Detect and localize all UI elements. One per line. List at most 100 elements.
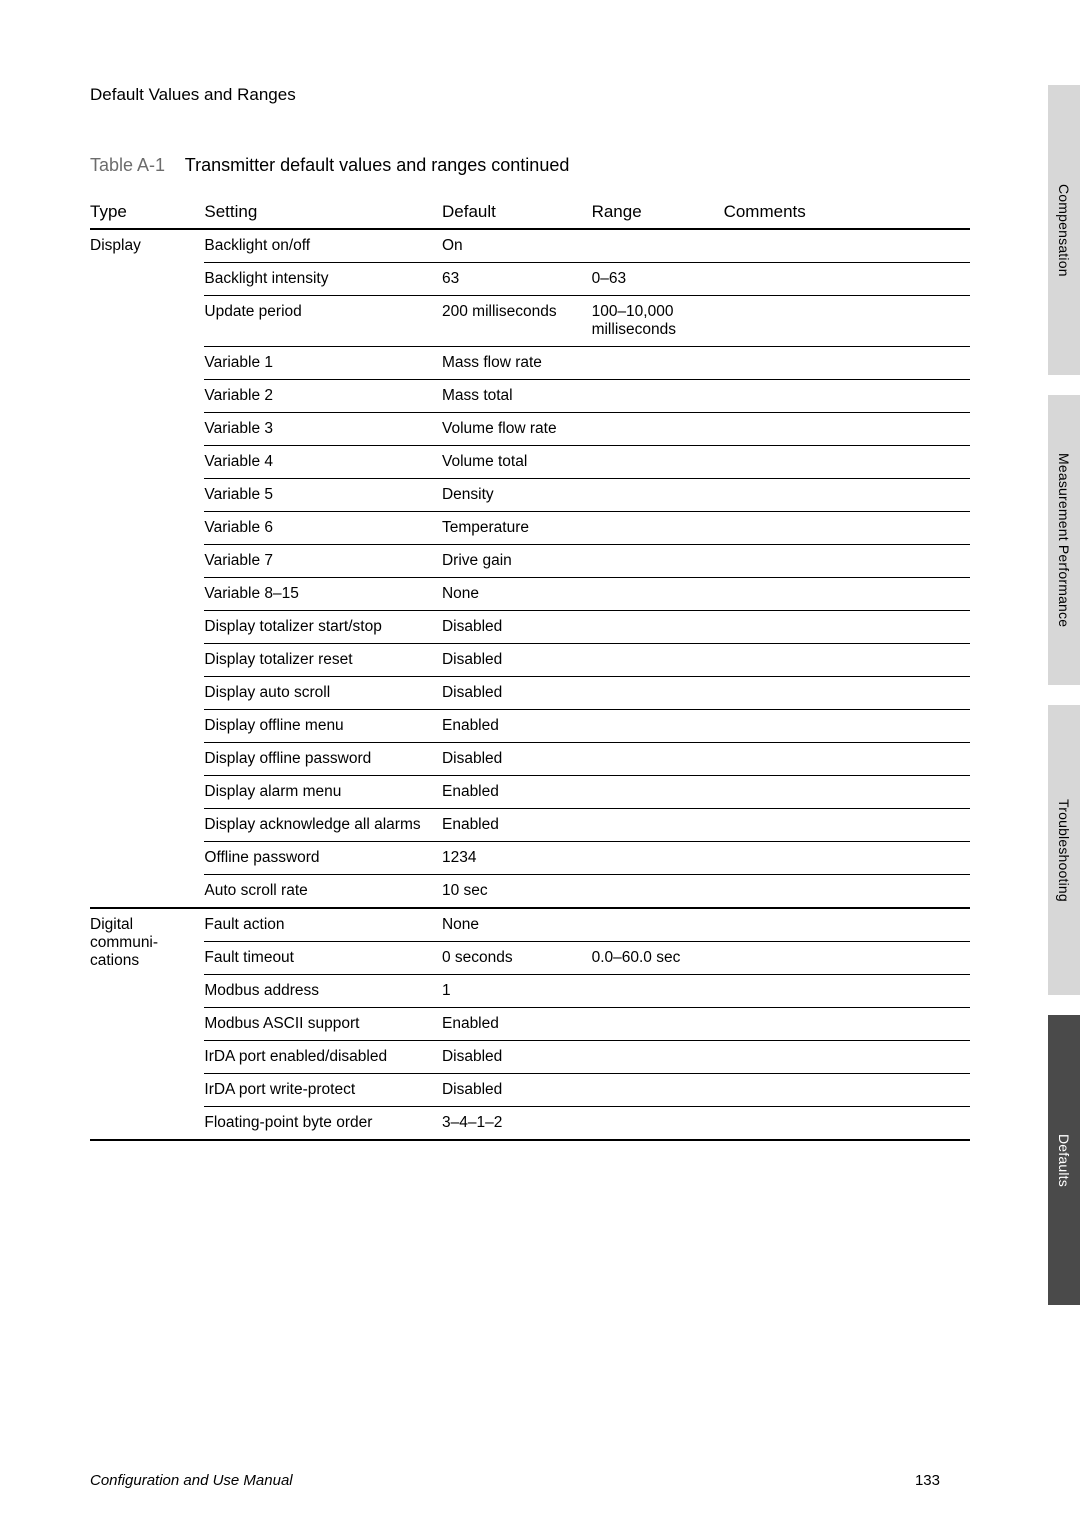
cell-default: Density xyxy=(442,479,592,512)
cell-comments xyxy=(724,975,970,1008)
side-tab-label: Troubleshooting xyxy=(1056,799,1072,902)
cell-setting: Display totalizer reset xyxy=(204,644,442,677)
cell-setting: Variable 7 xyxy=(204,545,442,578)
cell-range xyxy=(592,776,724,809)
cell-comments xyxy=(724,479,970,512)
table-row: IrDA port write-protectDisabled xyxy=(90,1074,970,1107)
table-head: Type Setting Default Range Comments xyxy=(90,198,970,229)
cell-default: Disabled xyxy=(442,1041,592,1074)
table-row: Modbus address1 xyxy=(90,975,970,1008)
cell-default: 200 milliseconds xyxy=(442,296,592,347)
cell-comments xyxy=(724,578,970,611)
cell-default: Disabled xyxy=(442,677,592,710)
col-default: Default xyxy=(442,198,592,229)
cell-default: Mass total xyxy=(442,380,592,413)
cell-comments xyxy=(724,545,970,578)
side-tabs-rail: Compensation Measurement Performance Troub… xyxy=(1030,0,1080,1527)
cell-default: Enabled xyxy=(442,710,592,743)
table-row: Fault timeout0 seconds0.0–60.0 sec xyxy=(90,942,970,975)
cell-range xyxy=(592,1041,724,1074)
cell-setting: Variable 2 xyxy=(204,380,442,413)
table-row: Display auto scrollDisabled xyxy=(90,677,970,710)
cell-default: Volume flow rate xyxy=(442,413,592,446)
cell-setting: Fault timeout xyxy=(204,942,442,975)
cell-comments xyxy=(724,347,970,380)
cell-range xyxy=(592,347,724,380)
table-row: IrDA port enabled/disabledDisabled xyxy=(90,1041,970,1074)
cell-range xyxy=(592,809,724,842)
cell-setting: Variable 5 xyxy=(204,479,442,512)
table-row: Update period200 milliseconds100–10,000 … xyxy=(90,296,970,347)
side-tab: Troubleshooting xyxy=(1048,705,1080,995)
side-tab: Measurement Performance xyxy=(1048,395,1080,685)
cell-range xyxy=(592,413,724,446)
cell-default: None xyxy=(442,578,592,611)
cell-default: None xyxy=(442,908,592,942)
cell-range xyxy=(592,446,724,479)
cell-comments xyxy=(724,1107,970,1141)
cell-default: On xyxy=(442,229,592,263)
cell-comments xyxy=(724,842,970,875)
cell-range xyxy=(592,1074,724,1107)
cell-comments xyxy=(724,776,970,809)
cell-setting: Variable 6 xyxy=(204,512,442,545)
side-tab-label: Compensation xyxy=(1056,184,1072,277)
table-row: Variable 1Mass flow rate xyxy=(90,347,970,380)
cell-setting: Backlight on/off xyxy=(204,229,442,263)
cell-setting: Fault action xyxy=(204,908,442,942)
table-body: DisplayBacklight on/offOnBacklight inten… xyxy=(90,229,970,1140)
cell-comments xyxy=(724,677,970,710)
cell-comments xyxy=(724,710,970,743)
cell-default: Mass flow rate xyxy=(442,347,592,380)
table-row: Backlight intensity630–63 xyxy=(90,263,970,296)
cell-setting: Auto scroll rate xyxy=(204,875,442,909)
table-row: Display alarm menuEnabled xyxy=(90,776,970,809)
cell-type: Display xyxy=(90,229,204,908)
cell-setting: Update period xyxy=(204,296,442,347)
cell-setting: Modbus address xyxy=(204,975,442,1008)
footer-manual-title: Configuration and Use Manual xyxy=(90,1472,293,1489)
cell-setting: Variable 3 xyxy=(204,413,442,446)
cell-comments xyxy=(724,380,970,413)
page-footer: Configuration and Use Manual 133 xyxy=(90,1472,940,1489)
col-range: Range xyxy=(592,198,724,229)
cell-default: Temperature xyxy=(442,512,592,545)
table-row: Variable 8–15None xyxy=(90,578,970,611)
table-row: Variable 6Temperature xyxy=(90,512,970,545)
cell-range: 0.0–60.0 sec xyxy=(592,942,724,975)
cell-default: 1234 xyxy=(442,842,592,875)
page: Default Values and Ranges Table A-1 Tran… xyxy=(0,0,1030,1527)
cell-default: Volume total xyxy=(442,446,592,479)
table-row: Floating-point byte order3–4–1–2 xyxy=(90,1107,970,1141)
cell-range xyxy=(592,875,724,909)
col-comments: Comments xyxy=(724,198,970,229)
cell-setting: Display auto scroll xyxy=(204,677,442,710)
table-caption-title: Transmitter default values and ranges xyxy=(185,155,487,175)
cell-default: Enabled xyxy=(442,1008,592,1041)
cell-setting: Variable 1 xyxy=(204,347,442,380)
table-row: Variable 2Mass total xyxy=(90,380,970,413)
cell-default: Enabled xyxy=(442,809,592,842)
section-header: Default Values and Ranges xyxy=(90,85,970,105)
defaults-table: Type Setting Default Range Comments Disp… xyxy=(90,198,970,1141)
cell-range xyxy=(592,908,724,942)
cell-comments xyxy=(724,446,970,479)
cell-setting: Display totalizer start/stop xyxy=(204,611,442,644)
table-caption-label: Table A-1 xyxy=(90,155,165,175)
cell-type: Digitalcommuni-cations xyxy=(90,908,204,1140)
table-row: Auto scroll rate10 sec xyxy=(90,875,970,909)
cell-range: 100–10,000 milliseconds xyxy=(592,296,724,347)
cell-setting: Display offline menu xyxy=(204,710,442,743)
table-row: DisplayBacklight on/offOn xyxy=(90,229,970,263)
cell-default: Disabled xyxy=(442,743,592,776)
cell-comments xyxy=(724,611,970,644)
table-row: Display totalizer resetDisabled xyxy=(90,644,970,677)
cell-range: 0–63 xyxy=(592,263,724,296)
cell-setting: Offline password xyxy=(204,842,442,875)
cell-range xyxy=(592,644,724,677)
cell-default: Enabled xyxy=(442,776,592,809)
cell-setting: Variable 8–15 xyxy=(204,578,442,611)
cell-default: Disabled xyxy=(442,611,592,644)
cell-range xyxy=(592,229,724,263)
cell-default: 3–4–1–2 xyxy=(442,1107,592,1141)
